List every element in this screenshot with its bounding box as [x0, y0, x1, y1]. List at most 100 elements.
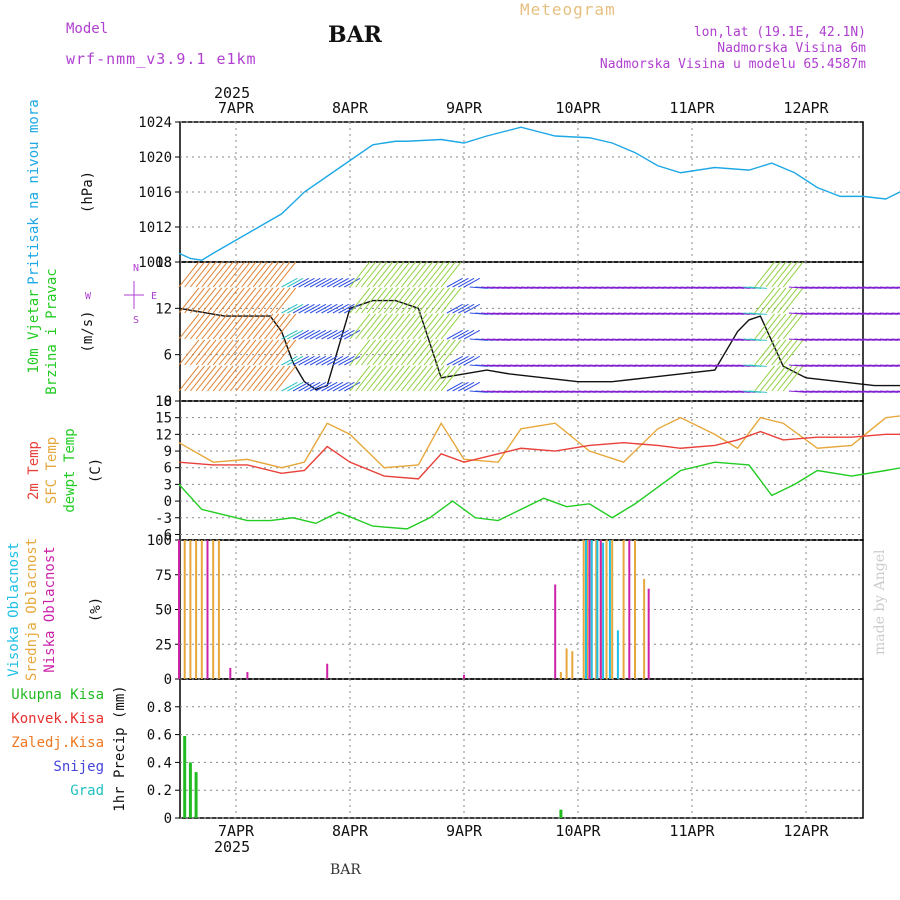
wind-arrow: [429, 339, 451, 366]
wind-arrow: [418, 365, 439, 392]
wind-arrow: [326, 329, 344, 340]
date-label-bottom: 8APR: [332, 822, 369, 840]
wind-arrow: [400, 287, 422, 314]
wind-arrow: [224, 287, 245, 314]
cloud-bar: [200, 540, 203, 679]
date-label-top: 9APR: [446, 99, 483, 117]
wind-arrow: [229, 287, 251, 314]
ytick-label-pressure: 1012: [138, 220, 172, 236]
wind-arrow: [287, 329, 304, 340]
ytick-label-temperature: 12: [155, 427, 172, 443]
wind-arrow: [229, 313, 251, 340]
wind-arrow: [241, 313, 262, 340]
wind-arrow: [777, 287, 798, 314]
wind-arrow: [440, 287, 462, 314]
wind-arrow: [395, 313, 416, 340]
wind-arrow: [264, 339, 285, 366]
wind-arrow: [207, 365, 228, 392]
compass-w: W: [85, 291, 92, 302]
wind-arrow: [754, 339, 775, 366]
wind-arrow: [292, 381, 310, 392]
wind-arrow: [446, 355, 463, 366]
wind-arrow: [891, 286, 900, 289]
wind-arrow: [344, 355, 361, 366]
wind-arrow: [281, 329, 298, 340]
wind-arrow: [452, 303, 469, 314]
wind-arrow: [748, 364, 767, 367]
ytick-label-pressure: 1020: [138, 150, 172, 166]
wind-arrow: [235, 365, 257, 392]
wind-arrow: [298, 277, 315, 288]
wind-arrow: [184, 365, 205, 392]
wind-arrow: [389, 365, 411, 392]
wind-arrow: [229, 365, 251, 392]
wind-arrow: [355, 313, 376, 340]
ylabel-text: Niska Oblacnost: [42, 546, 58, 672]
wind-arrow: [229, 261, 251, 288]
wind-arrow: [247, 339, 268, 366]
model-name: wrf-nmm_v3.9.1 e1km: [66, 50, 257, 68]
wind-arrow: [195, 365, 217, 392]
wind-arrow: [275, 287, 297, 314]
wind-arrow: [338, 277, 355, 288]
ylabel-text: SFC Temp: [44, 437, 60, 504]
wind-arrow: [355, 287, 376, 314]
wind-arrow: [252, 287, 274, 314]
wind-arrow: [235, 287, 257, 314]
wind-arrow: [269, 313, 291, 340]
wind-arrow: [212, 261, 234, 288]
cloud-bar: [582, 540, 585, 679]
wind-arrow: [378, 313, 399, 340]
wind-arrow: [178, 287, 200, 314]
wind-arrow: [446, 303, 463, 314]
cloud-bar: [643, 578, 646, 679]
wind-arrow: [275, 313, 297, 340]
wind-arrow: [754, 365, 775, 392]
cloud-bar: [586, 540, 589, 679]
wind-arrow: [777, 313, 798, 340]
wind-arrow: [355, 339, 376, 366]
wind-arrow: [458, 355, 475, 366]
wind-arrow: [349, 365, 371, 392]
wind-arrow: [463, 381, 481, 392]
wind-arrow: [777, 261, 798, 288]
ytick-label-precip: 0.4: [147, 755, 172, 771]
wind-arrow: [195, 287, 217, 314]
wind-arrow: [372, 313, 394, 340]
wind-arrow: [201, 287, 223, 314]
wind-arrow: [423, 261, 445, 288]
ytick-label-precip: 0: [164, 811, 172, 827]
wind-arrow: [332, 329, 349, 340]
station-title: BAR: [328, 22, 382, 48]
wind-arrow: [355, 261, 376, 288]
wind-arrow: [891, 312, 900, 315]
cloud-bar: [605, 540, 608, 679]
wind-arrow: [452, 381, 469, 392]
wind-arrow: [458, 303, 475, 314]
wind-arrow: [224, 313, 245, 340]
wind-arrow: [754, 287, 775, 314]
wind-arrow: [372, 287, 394, 314]
dewpt-temp-line: [178, 461, 900, 530]
wind-arrow: [212, 287, 234, 314]
wind-arrow: [304, 329, 321, 340]
cloud-bar: [463, 674, 465, 679]
ylabel-text: Visoka Oblacnost: [6, 542, 22, 677]
wind-arrow: [406, 339, 428, 366]
wind-arrow: [349, 261, 371, 288]
grid-lines: [175, 121, 863, 819]
wind-arrow: [178, 365, 200, 392]
wind-arrow: [344, 303, 361, 314]
model-elevation-info: Nadmorska Visina u modelu 65.4587m: [599, 57, 866, 72]
ytick-label-temperature: 9: [164, 444, 172, 460]
ytick-label-precip: 0.8: [147, 700, 172, 716]
precip-legend-item: Ukupna Kisa: [11, 687, 104, 703]
wind-arrow: [252, 339, 274, 366]
ylabel-text: (hPa): [80, 171, 96, 213]
wind-arrow: [269, 339, 291, 366]
wind-arrow: [361, 287, 382, 314]
date-label-top: 8APR: [332, 99, 369, 117]
wind-arrow: [218, 339, 240, 366]
wind-arrow: [406, 261, 428, 288]
wind-arrow: [771, 339, 793, 366]
